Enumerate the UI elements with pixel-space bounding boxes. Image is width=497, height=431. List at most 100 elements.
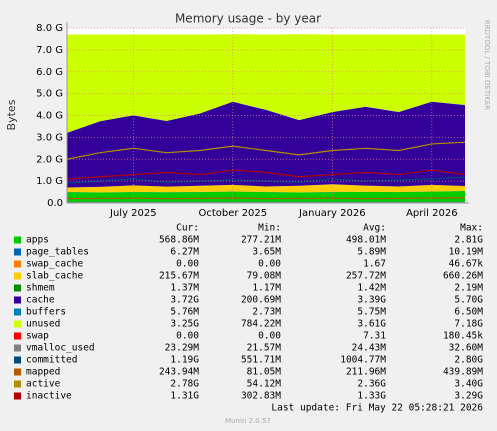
legend-swatch bbox=[14, 368, 21, 376]
y-tick-label: 7.0 G bbox=[36, 45, 63, 56]
stat-value: 0.00 bbox=[258, 259, 281, 270]
stat-value: 3.25G bbox=[170, 319, 199, 330]
stat-value: 7.18G bbox=[454, 319, 483, 330]
stat-value: 79.08M bbox=[247, 271, 282, 282]
stat-value: 0.00 bbox=[176, 331, 199, 342]
legend-label: swap_cache bbox=[26, 259, 83, 270]
legend-label: inactive bbox=[26, 391, 72, 402]
stat-value: 3.40G bbox=[454, 379, 483, 390]
stat-value: 3.29G bbox=[454, 391, 483, 402]
y-tick-label: 6.0 G bbox=[36, 67, 63, 78]
stat-value: 23.29M bbox=[165, 343, 200, 354]
version: Munin 2.0.57 bbox=[225, 417, 271, 425]
stat-value: 1.19G bbox=[170, 355, 199, 366]
stat-value: 439.89M bbox=[443, 367, 483, 378]
stat-value: 2.80G bbox=[454, 355, 483, 366]
stat-value: 10.19M bbox=[449, 247, 484, 258]
y-tick-label: 5.0 G bbox=[36, 89, 63, 100]
legend-label: committed bbox=[26, 355, 77, 366]
stat-value: 5.76M bbox=[170, 307, 199, 318]
stat-value: 1.33G bbox=[357, 391, 386, 402]
stat-value: 180.45k bbox=[443, 331, 483, 342]
stacked-area bbox=[67, 190, 465, 203]
y-tick-label: 4.0 G bbox=[36, 111, 63, 122]
stat-value: 5.75M bbox=[357, 307, 386, 318]
legend-swatch bbox=[14, 236, 21, 244]
stacked-area bbox=[67, 190, 465, 193]
stat-value: 498.01M bbox=[346, 235, 386, 246]
x-tick-label: January 2026 bbox=[298, 208, 366, 219]
stat-value: 1.67 bbox=[363, 259, 386, 270]
y-tick-label: 2.0 G bbox=[36, 154, 63, 165]
y-tick-label: 1.0 G bbox=[36, 176, 63, 187]
stat-value: 0.00 bbox=[258, 331, 281, 342]
legend-swatch bbox=[14, 356, 21, 364]
legend-label: mapped bbox=[26, 367, 60, 378]
stat-value: 257.72M bbox=[346, 271, 386, 282]
stat-value: 2.78G bbox=[170, 379, 199, 390]
stat-value: 1.37M bbox=[170, 283, 199, 294]
stat-value: 7.31 bbox=[363, 331, 386, 342]
legend-swatch bbox=[14, 332, 21, 340]
legend-swatch bbox=[14, 296, 21, 304]
stat-value: 54.12M bbox=[247, 379, 282, 390]
chart-title: Memory usage - by year bbox=[175, 12, 321, 26]
stat-value: 1.17M bbox=[252, 283, 281, 294]
legend-swatch bbox=[14, 380, 21, 388]
legend-label: page_tables bbox=[26, 247, 89, 258]
legend-swatch bbox=[14, 260, 21, 268]
legend-swatch bbox=[14, 248, 21, 256]
x-tick-label: October 2025 bbox=[199, 208, 268, 219]
stat-value: 2.73M bbox=[252, 307, 281, 318]
stat-value: 3.72G bbox=[170, 295, 199, 306]
stat-value: 0.00 bbox=[176, 259, 199, 270]
stat-value: 5.89M bbox=[357, 247, 386, 258]
stat-value: 6.50M bbox=[454, 307, 483, 318]
x-tick-label: July 2025 bbox=[109, 208, 157, 219]
legend-swatch bbox=[14, 344, 21, 352]
stat-value: 2.81G bbox=[454, 235, 483, 246]
legend-swatch bbox=[14, 320, 21, 328]
stat-value: 784.22M bbox=[241, 319, 281, 330]
legend-label: buffers bbox=[26, 307, 66, 318]
stat-value: 21.57M bbox=[247, 343, 282, 354]
legend-swatch bbox=[14, 308, 21, 316]
legend-label: active bbox=[26, 379, 61, 390]
stat-value: 211.96M bbox=[346, 367, 386, 378]
legend-swatch bbox=[14, 284, 21, 292]
legend-label: apps bbox=[26, 235, 49, 246]
stat-value: 277.21M bbox=[241, 235, 281, 246]
x-tick-label: April 2026 bbox=[406, 208, 457, 219]
legend-label: vmalloc_used bbox=[26, 343, 95, 354]
stat-value: 551.71M bbox=[241, 355, 281, 366]
stat-value: 5.70G bbox=[454, 295, 483, 306]
stat-header: Avg: bbox=[363, 223, 386, 234]
stat-value: 3.39G bbox=[357, 295, 386, 306]
legend-label: unused bbox=[26, 319, 60, 330]
stat-value: 1.31G bbox=[170, 391, 199, 402]
stat-value: 215.67M bbox=[159, 271, 199, 282]
footer: Last update: Fri May 22 05:28:21 2026 bbox=[271, 403, 483, 414]
y-tick-label: 3.0 G bbox=[36, 132, 63, 143]
stat-value: 6.27M bbox=[170, 247, 199, 258]
y-axis-label: Bytes bbox=[5, 99, 18, 130]
stat-value: 1004.77M bbox=[340, 355, 386, 366]
stacked-area bbox=[67, 101, 465, 188]
stat-value: 3.65M bbox=[252, 247, 281, 258]
stacked-area bbox=[67, 184, 465, 193]
legend-label: shmem bbox=[26, 283, 55, 294]
legend-swatch bbox=[14, 272, 21, 280]
legend-label: slab_cache bbox=[26, 271, 83, 282]
stat-value: 200.69M bbox=[241, 295, 281, 306]
line bbox=[66, 169, 466, 180]
stat-value: 302.83M bbox=[241, 391, 281, 402]
legend-label: cache bbox=[26, 295, 55, 306]
stat-value: 2.19M bbox=[454, 283, 483, 294]
stat-value: 46.67k bbox=[449, 259, 484, 270]
stat-value: 568.86M bbox=[159, 235, 199, 246]
stat-header: Cur: bbox=[176, 223, 199, 234]
stat-value: 3.61G bbox=[357, 319, 386, 330]
stat-value: 243.94M bbox=[159, 367, 199, 378]
stat-value: 1.42M bbox=[357, 283, 386, 294]
